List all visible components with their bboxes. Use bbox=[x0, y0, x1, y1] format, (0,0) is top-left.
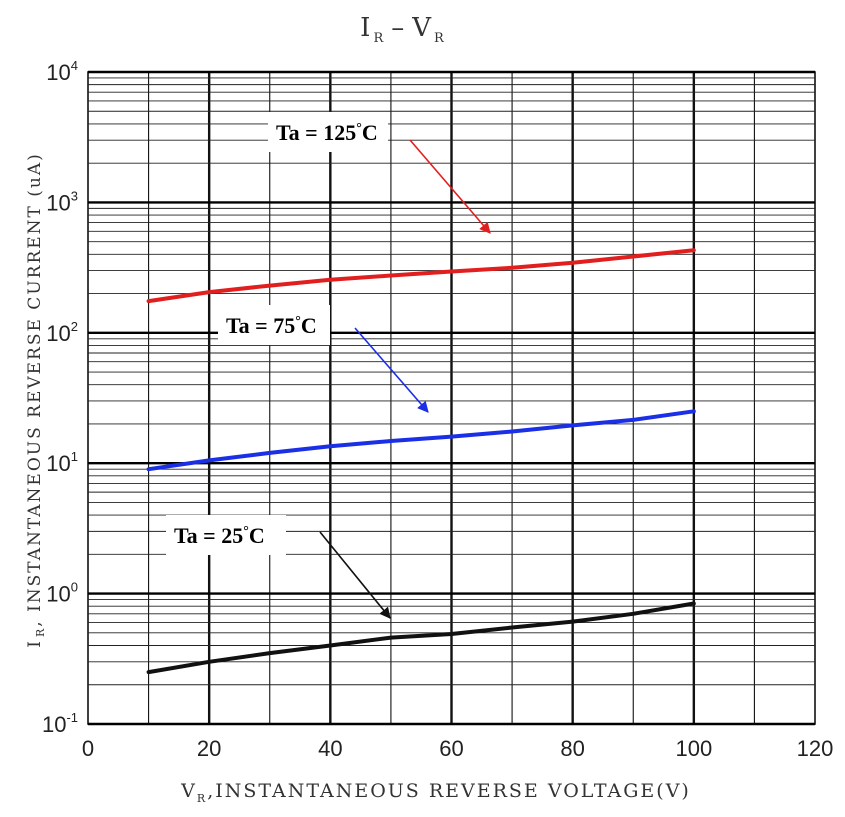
title-v: V bbox=[411, 13, 432, 43]
annotation-box bbox=[268, 112, 388, 152]
y-tick-label: 101 bbox=[46, 449, 78, 476]
title-sub-r: R bbox=[373, 31, 384, 46]
series-line-1 bbox=[146, 409, 696, 472]
ylabel-sub: R bbox=[34, 627, 47, 637]
annotation-box bbox=[218, 305, 330, 345]
y-tick-label: 102 bbox=[46, 319, 78, 346]
x-tick-label: 20 bbox=[197, 736, 221, 761]
x-tick-label: 0 bbox=[82, 736, 94, 761]
x-tick-label: 40 bbox=[318, 736, 342, 761]
chart-title: I R – V R bbox=[360, 13, 445, 46]
x-tick-label: 60 bbox=[439, 736, 463, 761]
series-layer bbox=[146, 248, 696, 675]
xlabel-v: V bbox=[180, 780, 197, 802]
xlabel-sub: R bbox=[197, 792, 207, 805]
title-i: I bbox=[360, 13, 370, 43]
y-tick-label: 100 bbox=[46, 580, 78, 607]
y-tick-label: 103 bbox=[46, 188, 78, 215]
title-dash: – bbox=[391, 13, 404, 43]
grid bbox=[87, 70, 816, 726]
annotation-arrow bbox=[409, 139, 491, 234]
annotation-arrow bbox=[354, 327, 429, 413]
tick-labels: 0 20 40 60 80 100 120 10-1 100 101 102 103 104 bbox=[42, 58, 833, 761]
annotation-label: Ta = 25°C bbox=[174, 523, 265, 548]
y-tick-label: 10-1 bbox=[42, 710, 78, 737]
xlabel-rest: ,INSTANTANEOUS REVERSE VOLTAGE(V) bbox=[207, 780, 691, 802]
annotation-arrow bbox=[319, 531, 391, 619]
title-sub-r2: R bbox=[434, 31, 445, 46]
y-tick-label: 104 bbox=[46, 58, 78, 85]
x-tick-label: 100 bbox=[675, 736, 712, 761]
annotation-label: Ta = 125°C bbox=[276, 120, 378, 145]
x-axis-label: VR,INSTANTANEOUS REVERSE VOLTAGE(V) bbox=[180, 780, 691, 805]
annotations: Ta = 125°C Ta = 75°C Ta = 25°C bbox=[166, 112, 491, 619]
annotation-label: Ta = 75°C bbox=[226, 313, 317, 338]
x-tick-label: 80 bbox=[560, 736, 584, 761]
ylabel-rest: , INSTANTANEOUS REVERSE CURRENT (uA) bbox=[25, 152, 45, 627]
series-line-0 bbox=[146, 248, 696, 304]
x-tick-label: 120 bbox=[797, 736, 834, 761]
annotation-box bbox=[166, 515, 286, 555]
series-line-2 bbox=[146, 601, 696, 675]
ylabel-i: I bbox=[25, 639, 45, 648]
y-axis-label: IR, INSTANTANEOUS REVERSE CURRENT (uA) bbox=[25, 152, 47, 648]
